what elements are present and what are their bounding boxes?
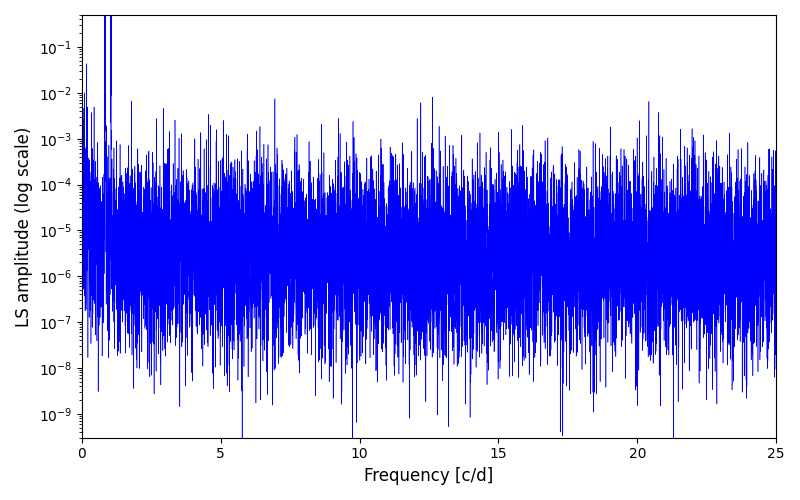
X-axis label: Frequency [c/d]: Frequency [c/d]: [364, 467, 494, 485]
Y-axis label: LS amplitude (log scale): LS amplitude (log scale): [15, 126, 33, 326]
